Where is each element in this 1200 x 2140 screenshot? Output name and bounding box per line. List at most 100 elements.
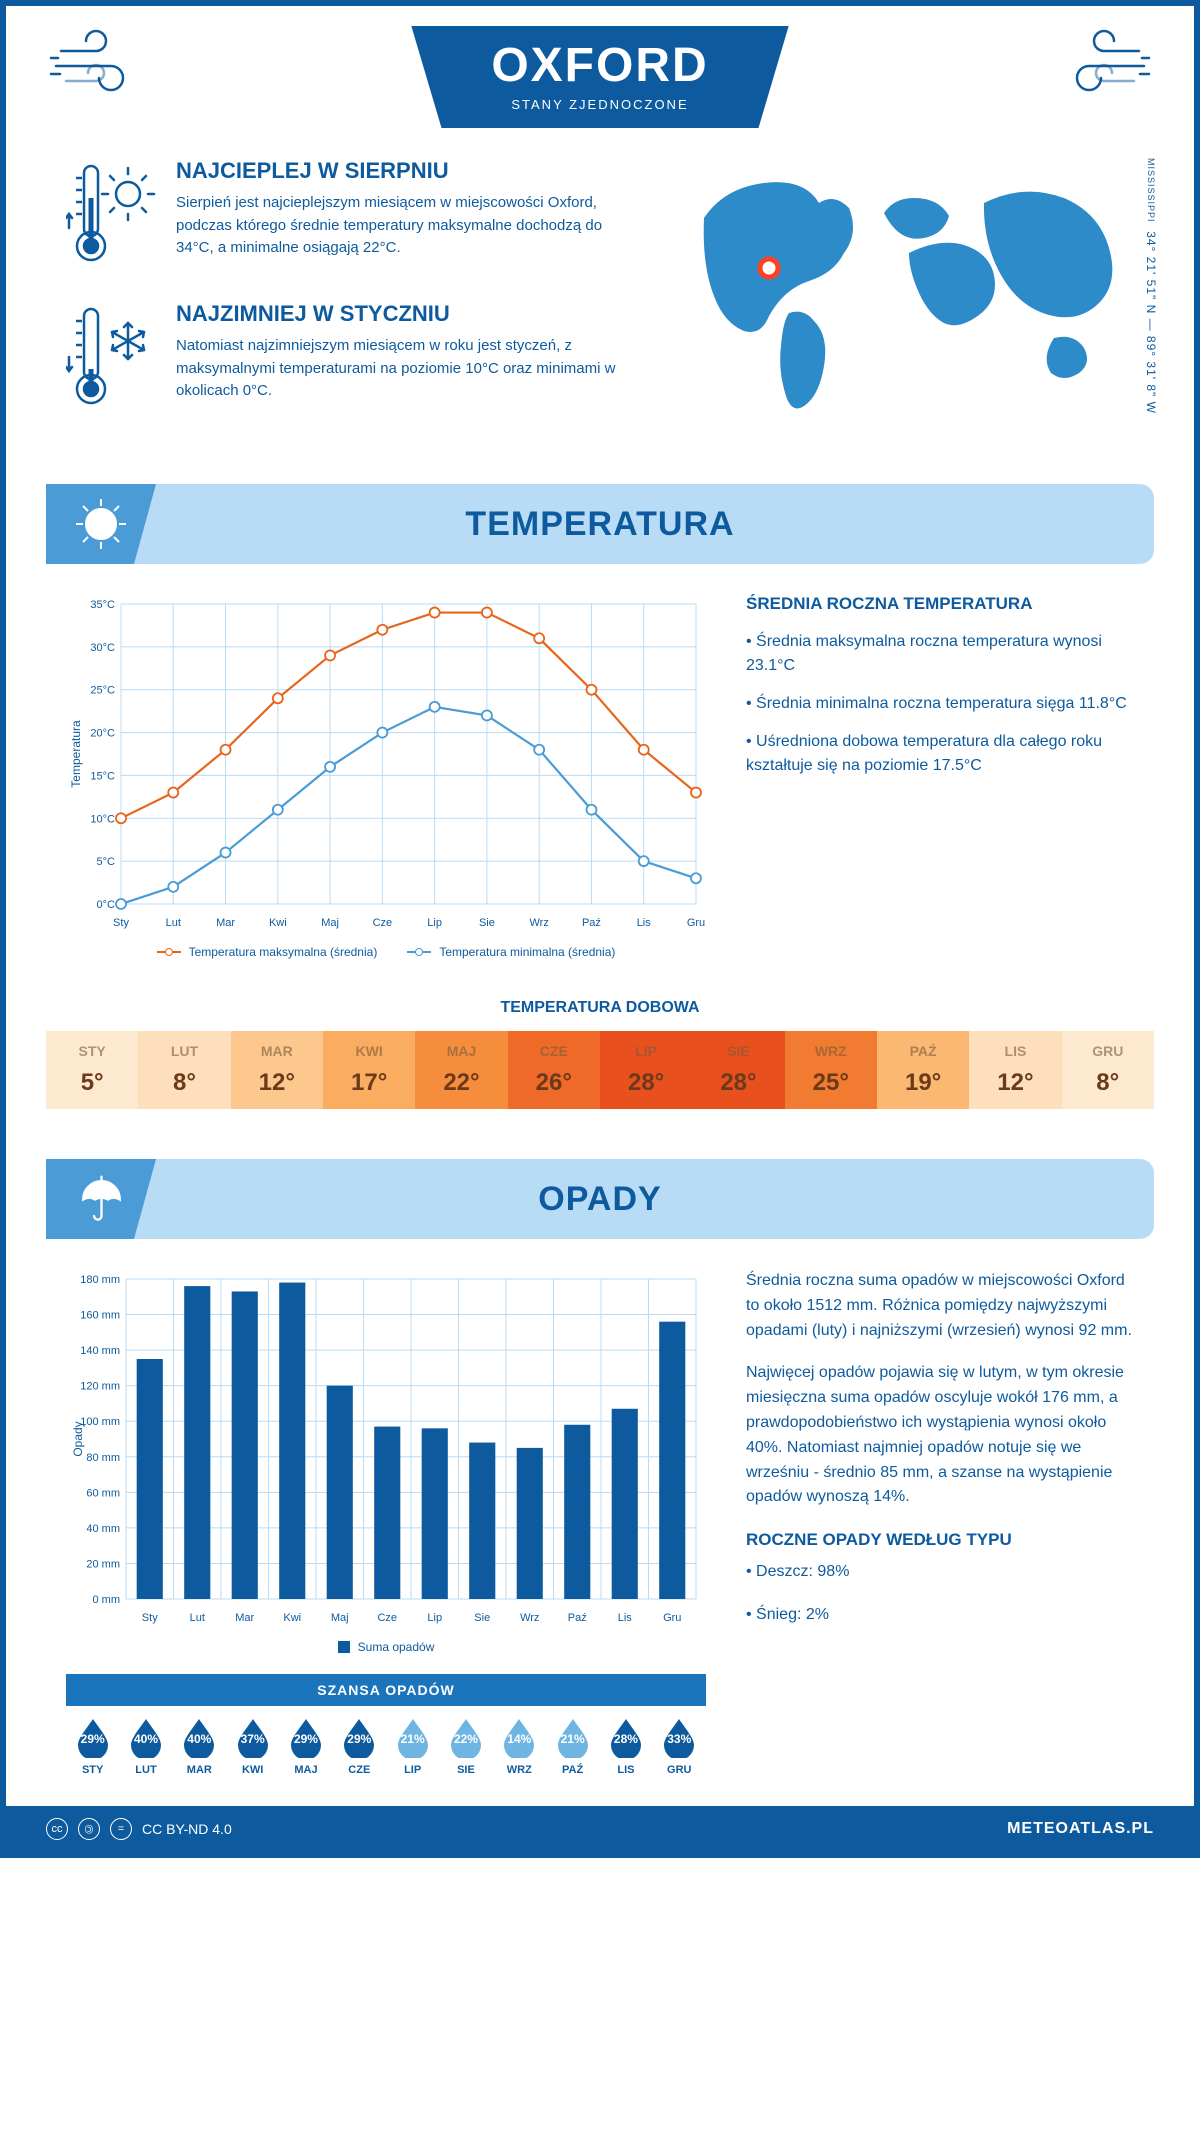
daily-temp-cell: PAŹ 19° — [877, 1031, 969, 1109]
drop-icon: 14% — [498, 1716, 540, 1758]
precip-legend: Suma opadów — [66, 1640, 706, 1654]
chance-cell: 22% SIE — [439, 1706, 492, 1786]
precip-type-bullet: • Śnieg: 2% — [746, 1603, 1134, 1628]
title-banner: OXFORD STANY ZJEDNOCZONE — [411, 26, 788, 128]
svg-text:35°C: 35°C — [90, 599, 115, 611]
svg-text:Cze: Cze — [377, 1612, 397, 1624]
svg-text:Kwi: Kwi — [269, 917, 287, 929]
svg-text:Kwi: Kwi — [283, 1612, 301, 1624]
svg-text:20 mm: 20 mm — [86, 1558, 120, 1570]
page: OXFORD STANY ZJEDNOCZONE — [0, 0, 1200, 1858]
svg-text:5°C: 5°C — [97, 856, 116, 868]
svg-text:Wrz: Wrz — [520, 1612, 539, 1624]
temperature-title: TEMPERATURA — [465, 505, 734, 544]
svg-text:Temperatura: Temperatura — [69, 720, 83, 788]
svg-text:25°C: 25°C — [90, 685, 115, 697]
temperature-section-header: TEMPERATURA — [46, 484, 1154, 564]
daily-temp-title: TEMPERATURA DOBOWA — [6, 999, 1194, 1017]
svg-text:Maj: Maj — [321, 917, 339, 929]
sun-icon — [46, 484, 156, 564]
umbrella-icon — [46, 1159, 156, 1239]
svg-text:Paź: Paź — [568, 1612, 587, 1624]
precip-type-bullet: • Deszcz: 98% — [746, 1560, 1134, 1585]
hot-fact-title: NAJCIEPLEJ W SIERPNIU — [176, 158, 634, 184]
svg-text:Opady: Opady — [71, 1421, 85, 1456]
cold-fact-text: Natomiast najzimniejszym miesiącem w rok… — [176, 335, 634, 403]
intro-section: NAJCIEPLEJ W SIERPNIU Sierpień jest najc… — [6, 128, 1194, 484]
chance-cell: 29% STY — [66, 1706, 119, 1786]
chance-cell: 21% LIP — [386, 1706, 439, 1786]
temp-bullet: • Uśredniona dobowa temperatura dla całe… — [746, 730, 1134, 778]
temperature-summary: ŚREDNIA ROCZNA TEMPERATURA • Średnia mak… — [746, 594, 1134, 959]
drop-icon: 40% — [125, 1716, 167, 1758]
drop-icon: 21% — [552, 1716, 594, 1758]
daily-temp-cell: WRZ 25° — [785, 1031, 877, 1109]
daily-temp-cell: GRU 8° — [1062, 1031, 1154, 1109]
svg-text:Gru: Gru — [687, 917, 705, 929]
nd-icon: = — [110, 1818, 132, 1840]
chance-cell: 33% GRU — [653, 1706, 706, 1786]
svg-text:Lut: Lut — [166, 917, 181, 929]
precipitation-section-header: OPADY — [46, 1159, 1154, 1239]
svg-text:80 mm: 80 mm — [86, 1452, 120, 1464]
precipitation-title: OPADY — [538, 1180, 661, 1219]
drop-icon: 29% — [338, 1716, 380, 1758]
by-icon: 🄯 — [78, 1818, 100, 1840]
svg-text:100 mm: 100 mm — [80, 1416, 120, 1428]
chance-cell: 37% KWI — [226, 1706, 279, 1786]
svg-text:Cze: Cze — [373, 917, 393, 929]
svg-text:Sie: Sie — [479, 917, 495, 929]
wind-icon-right — [1034, 26, 1154, 111]
precip-para: Najwięcej opadów pojawia się w lutym, w … — [746, 1361, 1134, 1510]
svg-text:Lut: Lut — [190, 1612, 205, 1624]
header: OXFORD STANY ZJEDNOCZONE — [6, 6, 1194, 128]
chance-title: SZANSA OPADÓW — [66, 1674, 706, 1706]
world-map: MISSISSIPPI 34° 21' 51" N — 89° 31' 8" W — [674, 158, 1134, 444]
chance-cell: 29% MAJ — [279, 1706, 332, 1786]
svg-text:10°C: 10°C — [90, 813, 115, 825]
svg-text:180 mm: 180 mm — [80, 1274, 120, 1286]
svg-text:Maj: Maj — [331, 1612, 349, 1624]
daily-temp-cell: MAJ 22° — [415, 1031, 507, 1109]
svg-text:Lis: Lis — [637, 917, 652, 929]
wind-icon-left — [46, 26, 166, 111]
chance-cell: 28% LIS — [599, 1706, 652, 1786]
daily-temp-cell: LIP 28° — [600, 1031, 692, 1109]
cold-fact: NAJZIMNIEJ W STYCZNIU Natomiast najzimni… — [66, 301, 634, 416]
precipitation-content: 0 mm 20 mm 40 mm 60 mm 80 mm 100 mm 120 mm 140 … — [6, 1239, 1194, 1806]
thermometer-sun-icon — [66, 158, 156, 273]
chance-cell: 21% PAŹ — [546, 1706, 599, 1786]
svg-text:0 mm: 0 mm — [93, 1594, 121, 1606]
svg-text:140 mm: 140 mm — [80, 1345, 120, 1357]
chance-cell: 29% CZE — [333, 1706, 386, 1786]
daily-temp-cell: MAR 12° — [231, 1031, 323, 1109]
precip-type-title: ROCZNE OPADY WEDŁUG TYPU — [746, 1530, 1134, 1550]
temperature-chart: 0°C5°C10°C15°C20°C25°C30°C35°CStyLutMarK… — [66, 594, 706, 959]
daily-temp-cell: KWI 17° — [323, 1031, 415, 1109]
svg-text:120 mm: 120 mm — [80, 1381, 120, 1393]
cold-fact-title: NAJZIMNIEJ W STYCZNIU — [176, 301, 634, 327]
drop-icon: 21% — [392, 1716, 434, 1758]
chance-cell: 14% WRZ — [493, 1706, 546, 1786]
cc-icon: cc — [46, 1818, 68, 1840]
svg-text:Sty: Sty — [113, 917, 129, 929]
svg-text:20°C: 20°C — [90, 728, 115, 740]
drop-icon: 28% — [605, 1716, 647, 1758]
svg-text:Lis: Lis — [618, 1612, 633, 1624]
precipitation-chart: 0 mm 20 mm 40 mm 60 mm 80 mm 100 mm 120 mm 140 … — [66, 1269, 706, 1654]
svg-text:Lip: Lip — [427, 1612, 442, 1624]
temperature-content: 0°C5°C10°C15°C20°C25°C30°C35°CStyLutMarK… — [6, 564, 1194, 989]
drop-icon: 40% — [178, 1716, 220, 1758]
daily-temp-cell: SIE 28° — [692, 1031, 784, 1109]
svg-text:15°C: 15°C — [90, 770, 115, 782]
chance-cell: 40% LUT — [119, 1706, 172, 1786]
footer: cc 🄯 = CC BY-ND 4.0 METEOATLAS.PL — [6, 1806, 1194, 1852]
country-subtitle: STANY ZJEDNOCZONE — [491, 97, 708, 112]
svg-text:40 mm: 40 mm — [86, 1523, 120, 1535]
svg-text:60 mm: 60 mm — [86, 1487, 120, 1499]
site-name: METEOATLAS.PL — [1007, 1820, 1154, 1838]
daily-temp-cell: STY 5° — [46, 1031, 138, 1109]
temp-bullet: • Średnia minimalna roczna temperatura s… — [746, 692, 1134, 716]
svg-text:Sie: Sie — [474, 1612, 490, 1624]
chance-cell: 40% MAR — [173, 1706, 226, 1786]
